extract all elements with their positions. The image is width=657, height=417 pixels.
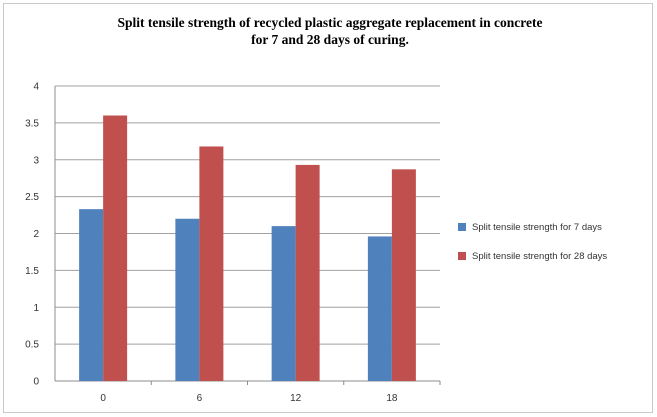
legend-label-7-days: Split tensile strength for 7 days <box>472 221 602 233</box>
x-tick-label: 6 <box>197 393 203 404</box>
y-tick-label: 3.5 <box>25 118 39 129</box>
x-tick-label: 0 <box>100 393 106 404</box>
bar-7-days <box>79 209 104 381</box>
legend: Split tensile strength for 7 days Split … <box>458 220 607 278</box>
y-tick-label: 2.5 <box>25 192 39 203</box>
bar-7-days <box>367 236 392 381</box>
y-tick-label: 2 <box>33 229 39 240</box>
y-tick-label: 0.5 <box>25 340 39 351</box>
y-tick-label: 1.5 <box>25 266 39 277</box>
legend-item-7-days: Split tensile strength for 7 days <box>458 220 607 234</box>
y-tick-label: 1 <box>33 303 39 314</box>
bar-7-days <box>175 218 200 381</box>
x-tick-label: 18 <box>386 393 398 404</box>
bar-7-days <box>271 226 296 381</box>
legend-swatch-7-days <box>458 223 466 231</box>
bar-28-days <box>103 115 128 381</box>
legend-label-28-days: Split tensile strength for 28 days <box>472 250 608 262</box>
y-tick-label: 3 <box>33 155 39 166</box>
chart-title: Split tensile strength of recycled plast… <box>117 15 543 47</box>
legend-swatch-28-days <box>458 252 466 260</box>
y-tick-label: 0 <box>33 377 39 388</box>
bar-28-days <box>295 164 320 381</box>
legend-item-28-days: Split tensile strength for 28 days <box>458 249 607 263</box>
bar-28-days <box>391 169 416 381</box>
bar-28-days <box>199 146 224 381</box>
y-tick-label: 4 <box>33 82 39 93</box>
x-tick-label: 12 <box>290 393 302 404</box>
